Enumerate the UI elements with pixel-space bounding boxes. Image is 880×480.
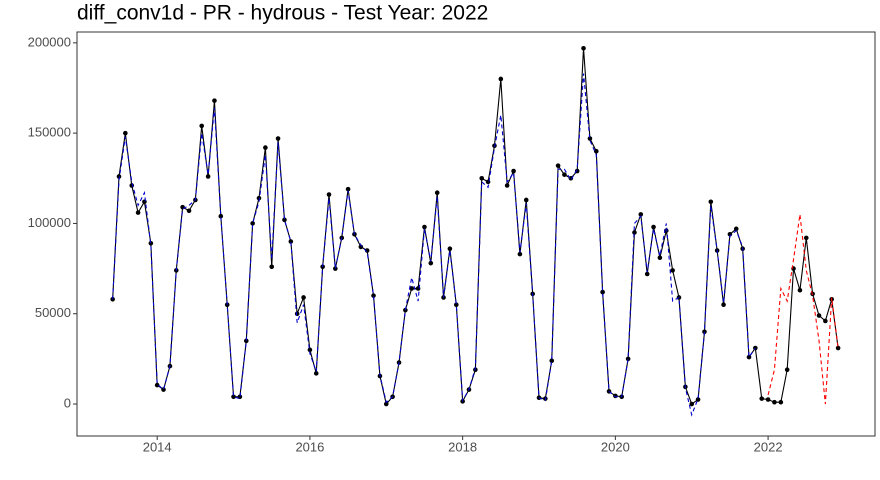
data-point xyxy=(422,224,427,230)
data-point xyxy=(250,221,255,226)
data-point xyxy=(721,302,726,308)
data-point xyxy=(625,356,631,362)
data-point xyxy=(644,271,650,277)
data-point xyxy=(797,287,803,293)
data-point xyxy=(689,401,695,407)
data-point xyxy=(447,246,453,252)
data-point xyxy=(294,311,300,317)
panel-border xyxy=(76,31,876,437)
data-point xyxy=(263,145,268,150)
series-line xyxy=(112,73,756,417)
data-point xyxy=(708,199,714,205)
data-point xyxy=(326,192,332,197)
data-point xyxy=(409,286,415,291)
data-point xyxy=(479,175,485,181)
data-point xyxy=(823,318,828,324)
data-point xyxy=(555,163,561,168)
data-point xyxy=(657,255,663,261)
data-point xyxy=(199,123,205,129)
data-point xyxy=(504,183,510,188)
y-tick-label: 200000 xyxy=(28,34,71,49)
data-point xyxy=(670,268,675,273)
data-point xyxy=(453,302,459,308)
data-point xyxy=(695,397,701,402)
data-point xyxy=(517,251,523,257)
data-point xyxy=(772,399,777,405)
data-point xyxy=(301,295,306,300)
data-point xyxy=(148,241,154,246)
data-point xyxy=(333,266,338,271)
data-point xyxy=(135,210,141,215)
data-point xyxy=(498,76,504,82)
data-point xyxy=(562,172,567,177)
series-line xyxy=(767,214,839,405)
data-point xyxy=(154,382,160,388)
data-point xyxy=(288,239,294,244)
data-point xyxy=(212,98,217,103)
data-point xyxy=(835,345,841,351)
data-point xyxy=(345,186,351,192)
data-point xyxy=(282,217,287,223)
data-point xyxy=(765,397,771,402)
x-tick-label: 2016 xyxy=(295,439,324,454)
data-point xyxy=(587,136,593,141)
data-point xyxy=(142,199,147,205)
data-point xyxy=(600,289,605,295)
y-tick-label: 50000 xyxy=(35,305,71,320)
data-point xyxy=(746,354,752,360)
data-point xyxy=(651,224,656,230)
data-point xyxy=(753,345,758,351)
chart-title: diff_conv1d - PR - hydrous - Test Year: … xyxy=(77,2,488,25)
x-tick-label: 2020 xyxy=(601,439,630,454)
x-tick-label: 2014 xyxy=(143,439,172,454)
data-point xyxy=(231,394,236,400)
data-point xyxy=(269,264,275,270)
data-point xyxy=(371,293,376,298)
y-tick-label: 0 xyxy=(64,395,71,410)
data-point xyxy=(593,148,599,154)
data-point xyxy=(816,313,822,318)
data-point xyxy=(275,136,281,141)
data-point xyxy=(784,367,790,373)
data-point xyxy=(549,358,555,363)
x-tick-label: 2022 xyxy=(754,439,783,454)
data-point xyxy=(180,204,185,210)
data-point xyxy=(186,208,192,214)
y-tick-label: 150000 xyxy=(28,125,71,140)
y-tick-label: 100000 xyxy=(28,215,71,230)
data-point xyxy=(803,235,809,241)
data-point xyxy=(243,338,249,344)
data-point xyxy=(428,260,434,266)
data-point xyxy=(434,190,440,196)
data-point xyxy=(383,401,389,407)
data-point xyxy=(218,213,224,219)
x-tick-label: 2018 xyxy=(448,439,477,454)
data-point xyxy=(778,399,784,405)
data-point xyxy=(759,396,765,401)
data-point xyxy=(161,387,166,392)
data-point xyxy=(638,212,644,217)
data-point xyxy=(205,174,211,179)
data-point xyxy=(523,197,529,203)
data-point xyxy=(307,347,313,353)
data-point xyxy=(313,371,319,376)
data-point xyxy=(581,45,586,51)
data-point xyxy=(123,130,128,136)
data-point xyxy=(632,230,637,235)
data-point xyxy=(613,393,618,399)
data-point xyxy=(511,168,516,174)
data-point xyxy=(733,226,739,232)
